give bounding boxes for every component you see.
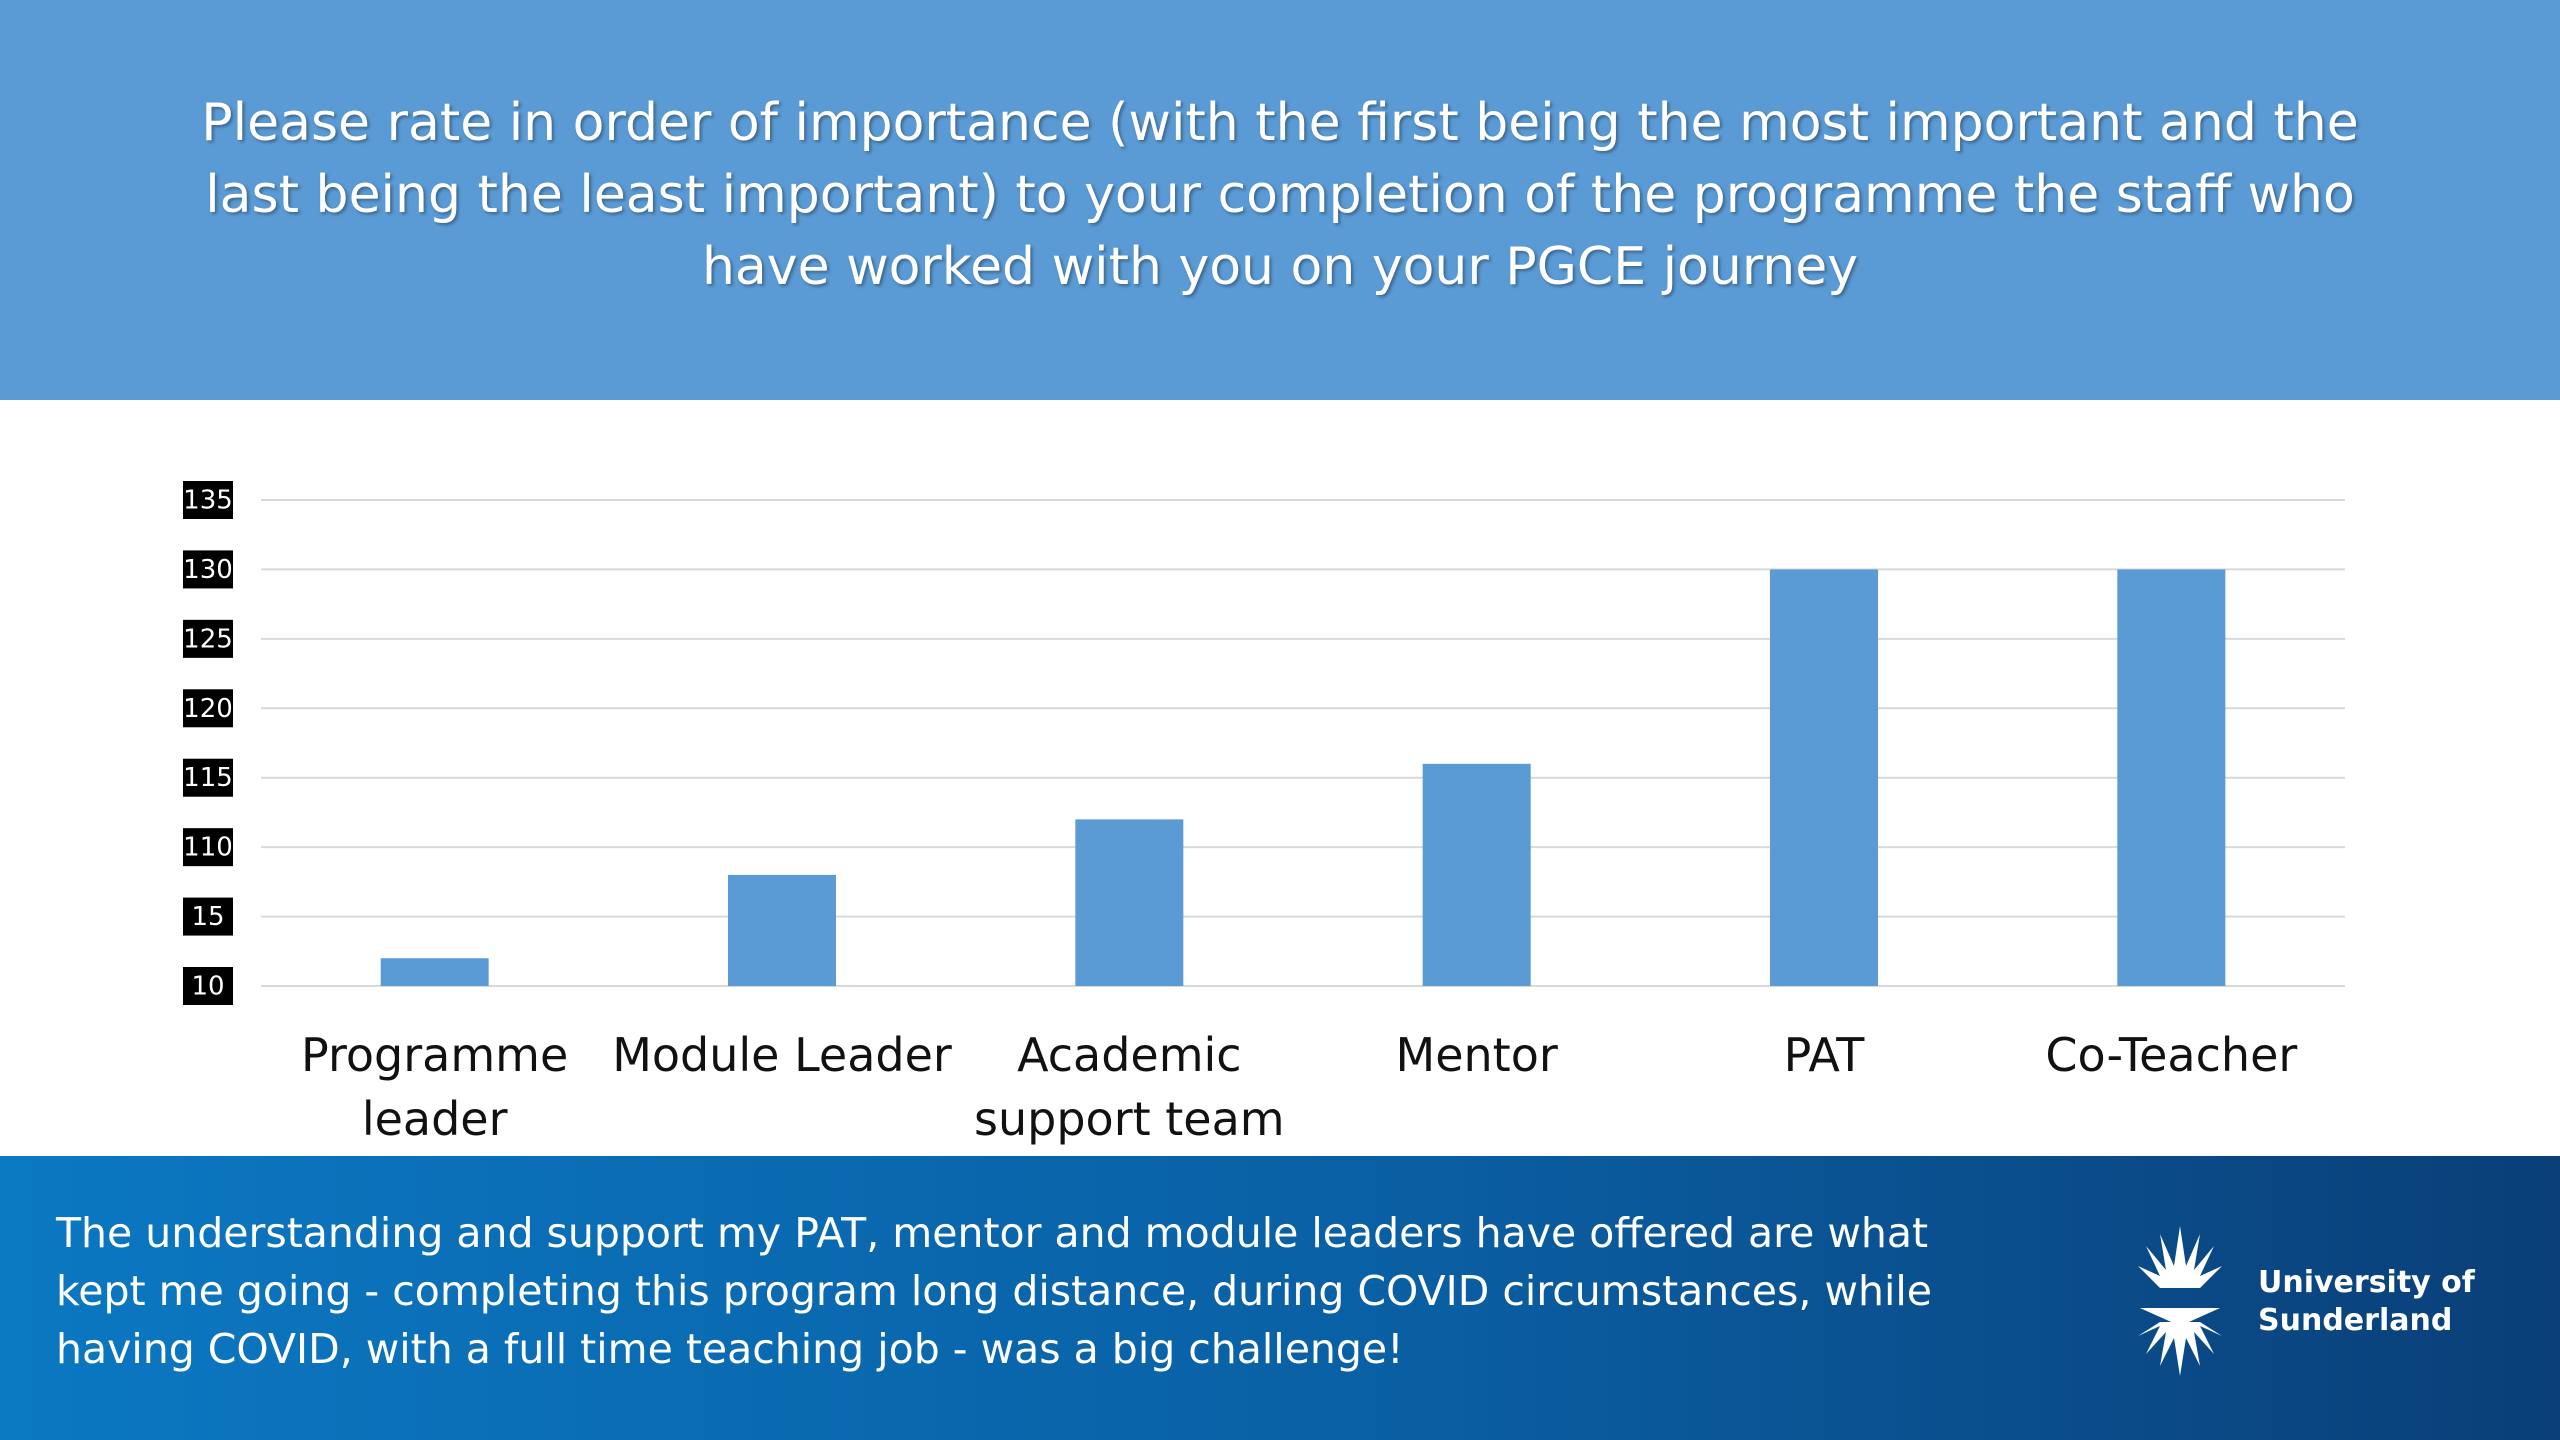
y-tick-label: 135 bbox=[183, 486, 233, 516]
bar bbox=[2117, 569, 2226, 986]
y-tick-label-bg bbox=[183, 897, 233, 936]
x-tick-label: PAT bbox=[1783, 1028, 1865, 1082]
bar bbox=[1422, 763, 1531, 986]
bar bbox=[1075, 819, 1184, 986]
bar bbox=[380, 958, 489, 986]
y-tick-label-bg bbox=[183, 619, 233, 658]
y-tick-label: 10 bbox=[191, 972, 224, 1002]
x-tick-label: Academic support team bbox=[974, 1028, 1285, 1146]
y-tick-label-bg bbox=[183, 758, 233, 797]
y-tick-label-bg bbox=[183, 550, 233, 589]
x-tick-label: Co-Teacher bbox=[2045, 1028, 2298, 1082]
y-tick-label: 120 bbox=[183, 694, 233, 724]
x-tick-label: Programme leader bbox=[301, 1028, 569, 1146]
header: Please rate in order of importance (with… bbox=[0, 0, 2560, 400]
bar bbox=[1770, 569, 1878, 986]
y-tick-label: 115 bbox=[183, 763, 233, 793]
chart: 10 15 110 115 120 125 130 135 bbox=[183, 481, 2345, 1005]
x-tick-label: Mentor bbox=[1395, 1028, 1558, 1082]
y-tick-label-bg bbox=[183, 967, 233, 1005]
y-tick-label: 130 bbox=[183, 555, 233, 585]
logo-text: University of Sunderland bbox=[2258, 1265, 2475, 1338]
y-tick-label-bg bbox=[183, 481, 233, 519]
y-tick-label-bg bbox=[183, 689, 233, 728]
bar bbox=[728, 874, 836, 986]
y-tick-label-bg bbox=[183, 828, 233, 867]
footer: The understanding and support my PAT, me… bbox=[0, 1156, 2560, 1440]
y-tick-label: 125 bbox=[183, 624, 233, 654]
slide-title: Please rate in order of importance (with… bbox=[201, 93, 2359, 297]
y-tick-label: 110 bbox=[183, 833, 233, 863]
logo-icon bbox=[2138, 1226, 2222, 1376]
y-tick-label: 15 bbox=[191, 902, 224, 932]
x-tick-label: Module Leader bbox=[612, 1028, 952, 1082]
quote: The understanding and support my PAT, me… bbox=[56, 1209, 1932, 1373]
